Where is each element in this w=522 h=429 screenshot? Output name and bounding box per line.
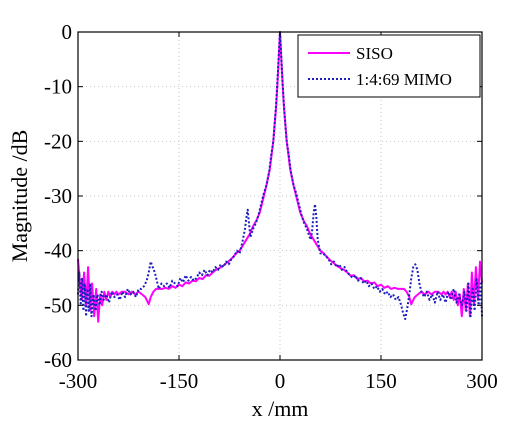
y-tick-label: -40 bbox=[44, 239, 72, 263]
y-tick-label: -50 bbox=[44, 293, 72, 317]
x-tick-label: -300 bbox=[59, 369, 98, 393]
axis-ticks bbox=[77, 31, 483, 361]
x-tick-label: 0 bbox=[275, 369, 286, 393]
legend: SISO 1:4:69 MIMO bbox=[297, 34, 481, 98]
y-axis-title: Magnitude /dB bbox=[7, 130, 32, 263]
x-axis-title: x /mm bbox=[252, 396, 309, 421]
y-tick-label: -20 bbox=[44, 129, 72, 153]
y-tick-labels: 0 -10 -20 -30 -40 -50 -60 bbox=[44, 20, 72, 372]
y-tick-label: -30 bbox=[44, 184, 72, 208]
x-tick-label: 150 bbox=[365, 369, 397, 393]
y-tick-label: -10 bbox=[44, 75, 72, 99]
legend-box bbox=[297, 34, 481, 98]
x-tick-label: -150 bbox=[160, 369, 199, 393]
y-tick-label: 0 bbox=[62, 20, 73, 44]
y-tick-label: -60 bbox=[44, 348, 72, 372]
series-line-mimo bbox=[77, 31, 483, 320]
legend-label-siso: SISO bbox=[356, 44, 393, 63]
x-tick-labels: -300 -150 0 150 300 bbox=[59, 369, 498, 393]
x-tick-label: 300 bbox=[466, 369, 498, 393]
legend-label-mimo: 1:4:69 MIMO bbox=[356, 70, 452, 89]
